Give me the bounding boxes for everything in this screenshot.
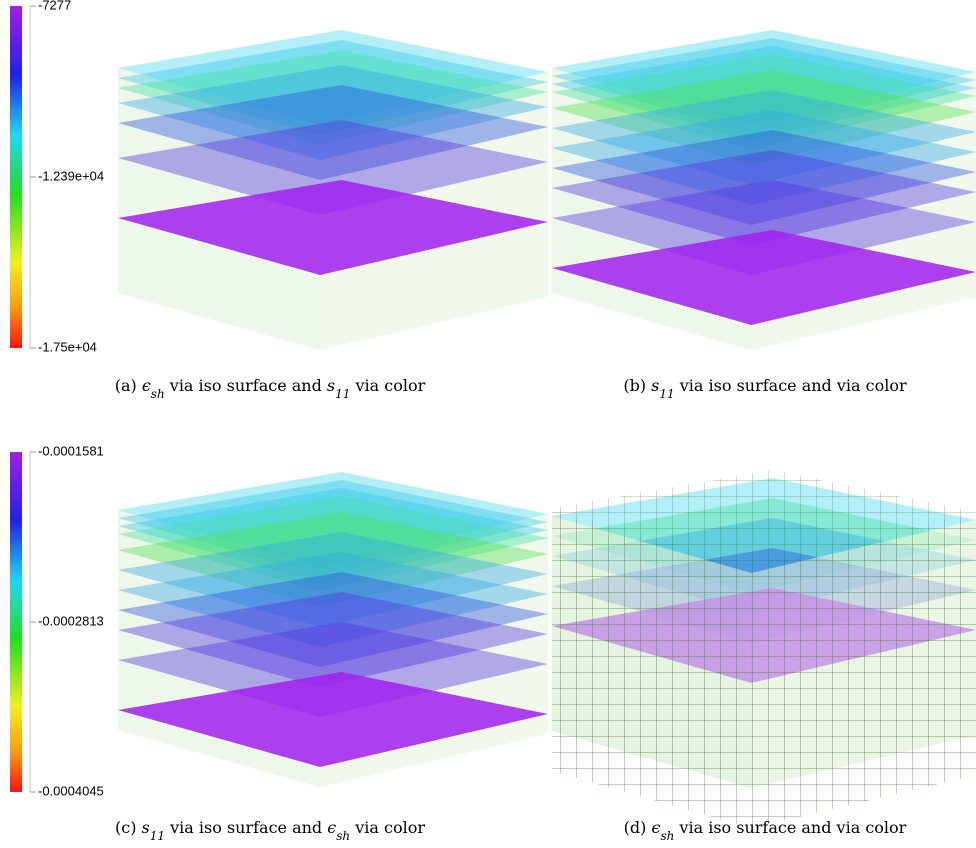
- caption-text: s: [651, 376, 659, 395]
- caption: (b) s11 via iso surface and via color: [623, 376, 907, 401]
- caption-text: (a): [115, 376, 142, 395]
- colorbar-tick-label: -1.75e+04: [38, 339, 97, 354]
- caption-text: via color: [350, 376, 425, 395]
- caption-text: (d): [624, 818, 652, 837]
- caption: (a) ϵsh via iso surface and s11 via colo…: [115, 376, 426, 401]
- page: -7277 -1.239e+04 -1.75e+04 -0.0001581 -0.000…: [0, 0, 976, 848]
- caption-subscript: sh: [660, 829, 674, 843]
- caption: (c) s11 via iso surface and ϵsh via colo…: [115, 818, 425, 843]
- caption: (d) ϵsh via iso surface and via color: [624, 818, 907, 843]
- caption-subscript: sh: [336, 829, 350, 843]
- colorbar-tick-label: -1.239e+04: [38, 168, 104, 183]
- colorbar-tick-label: -0.0001581: [38, 443, 104, 458]
- caption-text: via color: [350, 818, 425, 837]
- caption-text: s: [327, 376, 335, 395]
- colorbar: [10, 6, 22, 348]
- caption-text: via iso surface and via color: [674, 818, 906, 837]
- caption-subscript: 11: [150, 829, 165, 843]
- caption-text: s: [142, 818, 150, 837]
- mesh: [751, 512, 976, 828]
- caption-text: via iso surface and via color: [675, 376, 907, 395]
- colorbar-tick-label: -7277: [38, 0, 71, 12]
- caption-text: ϵ: [142, 376, 151, 395]
- caption-text: ϵ: [327, 818, 336, 837]
- colorbar-tick-label: -0.0004045: [38, 783, 104, 798]
- caption-subscript: 11: [659, 387, 674, 401]
- colorbar-tick-label: -0.0002813: [38, 613, 104, 628]
- colorbar: [10, 452, 22, 792]
- caption-text: (c): [115, 818, 142, 837]
- figure: -7277 -1.239e+04 -1.75e+04 -0.0001581 -0.000…: [0, 0, 976, 848]
- caption-text: via iso surface and: [165, 376, 327, 395]
- caption-subscript: 11: [335, 387, 350, 401]
- caption-subscript: sh: [151, 387, 165, 401]
- caption-text: ϵ: [651, 818, 660, 837]
- caption-text: (b): [623, 376, 651, 395]
- caption-text: via iso surface and: [165, 818, 327, 837]
